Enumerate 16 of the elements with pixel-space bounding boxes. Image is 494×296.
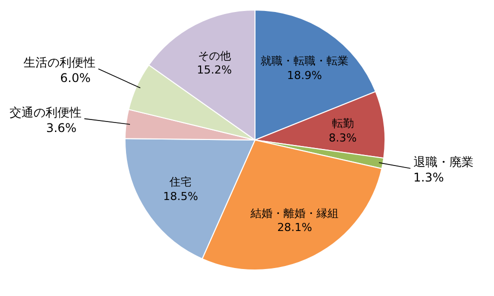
data-label: 8.3% <box>328 131 357 144</box>
slice-label: 転勤 <box>332 117 354 130</box>
slice-label: 就職・転職・転業 <box>260 54 348 68</box>
slice-label: 退職・廃業 <box>413 155 474 170</box>
slice-label: 生活の利便性 <box>23 56 96 70</box>
slice-label: 交通の利便性 <box>9 105 82 120</box>
data-label: 6.0% <box>60 71 91 86</box>
data-label: 28.1% <box>277 221 312 234</box>
slice-label: 住宅 <box>170 176 192 189</box>
data-label: 18.9% <box>287 68 322 82</box>
data-label: 3.6% <box>46 120 77 135</box>
slice-label: その他 <box>198 49 231 62</box>
data-label: 18.5% <box>163 190 198 203</box>
slice-label: 結婚・離婚・縁組 <box>250 206 339 220</box>
data-label: 1.3% <box>413 170 444 185</box>
data-label: 15.2% <box>196 64 232 77</box>
